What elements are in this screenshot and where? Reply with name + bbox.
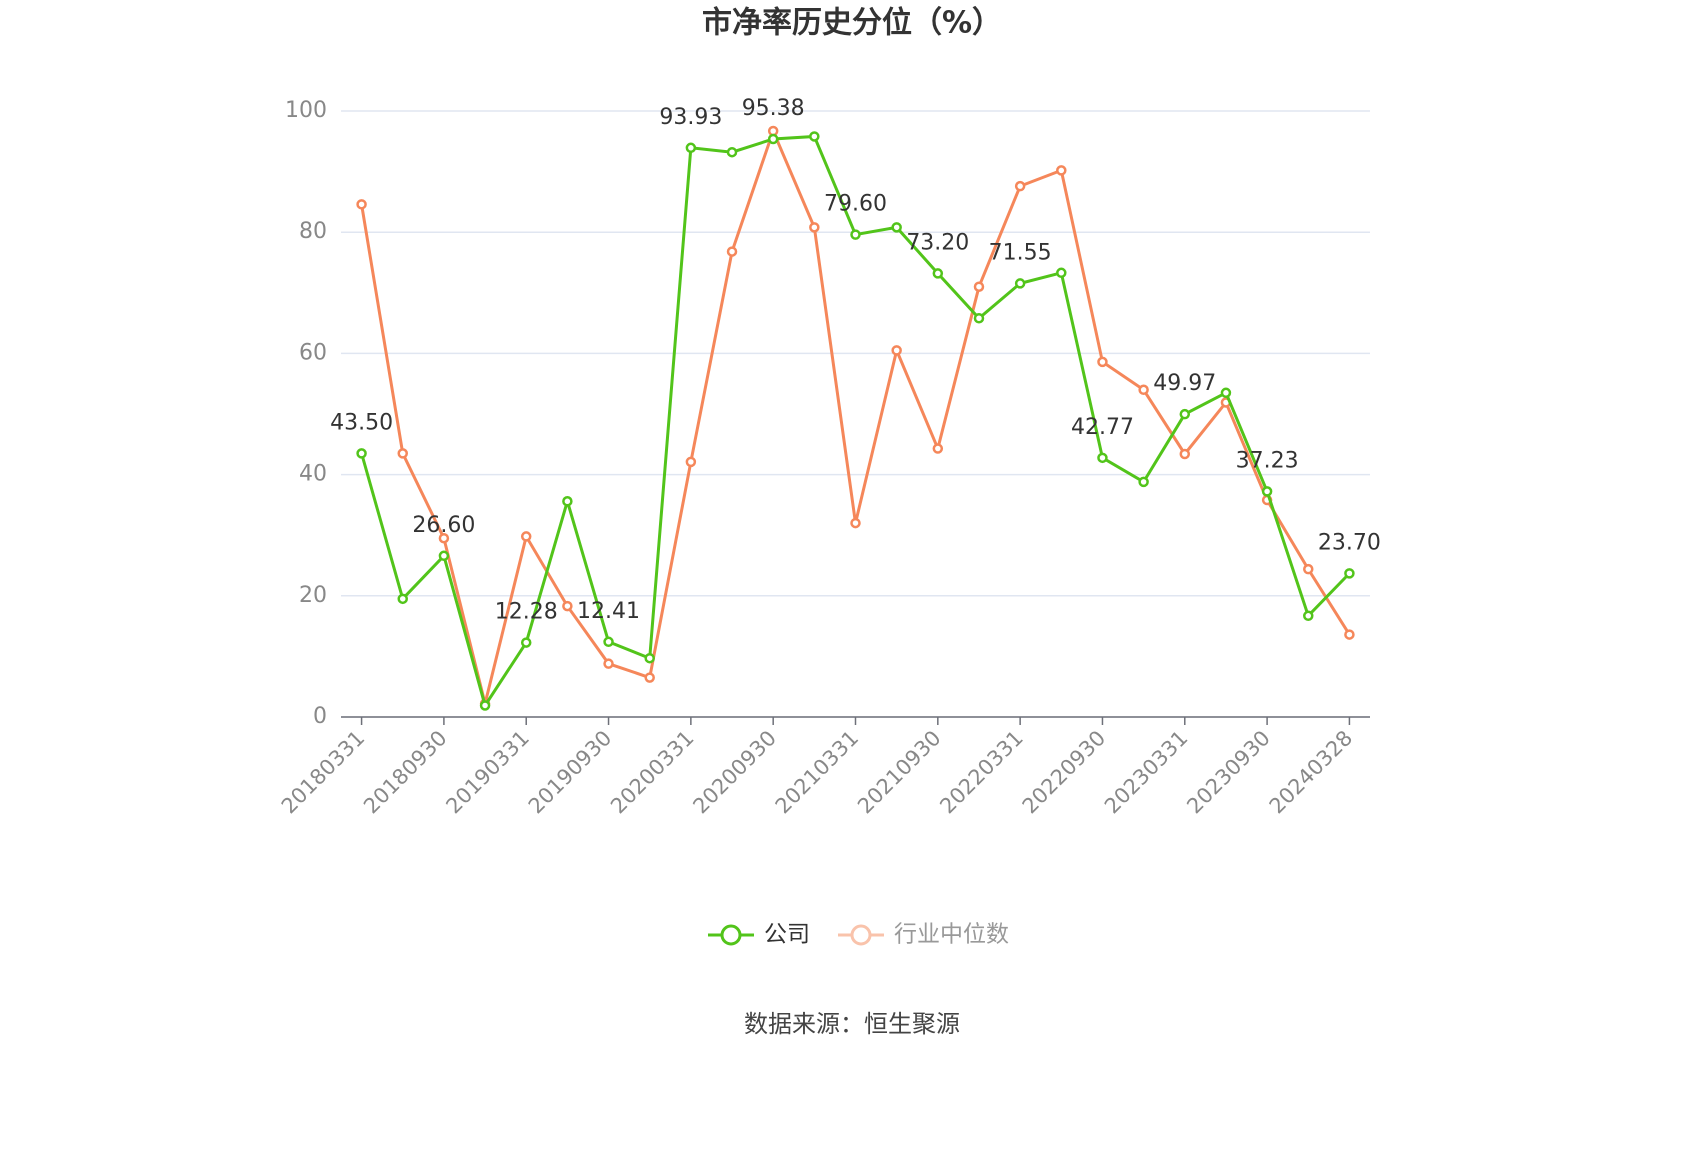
data-point <box>479 700 491 711</box>
x-tick-label: 20190331 <box>441 726 534 819</box>
data-point <box>1179 408 1191 420</box>
data-point <box>1138 476 1149 488</box>
data-point <box>809 222 820 233</box>
data-point <box>1097 356 1108 368</box>
data-point <box>932 268 944 279</box>
source-note: 数据来源：恒生聚源 <box>744 1010 960 1038</box>
data-point <box>438 550 450 562</box>
data-label: 71.55 <box>989 240 1052 265</box>
data-label: 12.41 <box>577 599 640 624</box>
data-point <box>397 593 408 605</box>
data-point <box>644 652 655 664</box>
data-point <box>1303 563 1314 575</box>
data-point <box>1097 452 1108 464</box>
data-point <box>356 448 367 459</box>
y-tick-label: 0 <box>313 704 327 729</box>
y-tick-label: 20 <box>299 583 327 608</box>
data-point <box>520 637 532 648</box>
data-point <box>1056 165 1067 176</box>
data-point <box>562 600 573 612</box>
data-point <box>1179 448 1191 460</box>
data-point <box>685 456 697 468</box>
legend-marker <box>720 924 742 946</box>
data-point <box>1014 278 1026 289</box>
x-tick-label: 20210930 <box>853 726 946 819</box>
data-point <box>973 313 985 324</box>
data-label: 12.28 <box>495 600 558 625</box>
data-point <box>520 531 532 542</box>
data-point <box>562 496 573 507</box>
x-tick-label: 20210331 <box>771 726 864 819</box>
data-label: 26.60 <box>412 513 475 538</box>
data-label: 93.93 <box>659 105 722 130</box>
data-point <box>850 229 861 240</box>
legend-label: 行业中位数 <box>894 922 1009 948</box>
chart-title: 市净率历史分位（%） <box>702 6 1002 41</box>
x-tick-label: 20180930 <box>359 726 452 819</box>
data-label: 73.20 <box>906 230 969 255</box>
x-tick-label: 20220930 <box>1018 726 1111 819</box>
y-tick-label: 80 <box>299 219 327 244</box>
data-point <box>932 443 944 454</box>
data-point <box>891 222 902 233</box>
data-point <box>1344 568 1355 579</box>
data-point <box>1138 384 1149 396</box>
data-point <box>1056 267 1067 279</box>
data-point <box>973 281 985 292</box>
x-tick-label: 20200331 <box>606 726 699 819</box>
y-tick-label: 40 <box>299 462 327 487</box>
data-label: 49.97 <box>1153 371 1216 396</box>
data-point <box>1303 610 1314 622</box>
x-tick-label: 20230331 <box>1100 726 1193 819</box>
data-point <box>809 131 820 142</box>
x-tick-label: 20230930 <box>1182 726 1275 819</box>
data-label: 37.23 <box>1236 448 1299 473</box>
data-point <box>1344 629 1355 640</box>
data-point <box>397 448 408 459</box>
x-tick-label: 20190930 <box>524 726 617 819</box>
x-tick-label: 20220331 <box>935 726 1028 819</box>
data-point <box>1014 180 1026 192</box>
x-tick-label: 20180331 <box>277 726 370 819</box>
x-tick-label: 20240328 <box>1265 726 1358 819</box>
data-point <box>726 146 738 158</box>
data-point <box>644 672 655 683</box>
data-point <box>356 199 367 210</box>
data-point <box>603 658 614 669</box>
data-point <box>603 636 614 648</box>
data-point <box>726 246 738 257</box>
data-point <box>850 517 861 529</box>
data-point <box>891 345 902 356</box>
data-point <box>1220 387 1232 399</box>
y-tick-label: 100 <box>285 98 327 123</box>
x-tick-label: 20200930 <box>688 726 781 819</box>
legend-label: 公司 <box>764 922 810 948</box>
data-label: 42.77 <box>1071 415 1134 440</box>
legend-marker <box>850 924 872 946</box>
data-point <box>1261 486 1273 497</box>
data-point <box>438 532 450 544</box>
data-label: 79.60 <box>824 192 887 217</box>
y-tick-label: 60 <box>299 340 327 365</box>
data-label: 95.38 <box>742 96 805 121</box>
data-point <box>767 133 779 145</box>
data-label: 43.50 <box>330 410 393 435</box>
data-label: 23.70 <box>1318 530 1381 555</box>
data-point <box>685 142 697 154</box>
